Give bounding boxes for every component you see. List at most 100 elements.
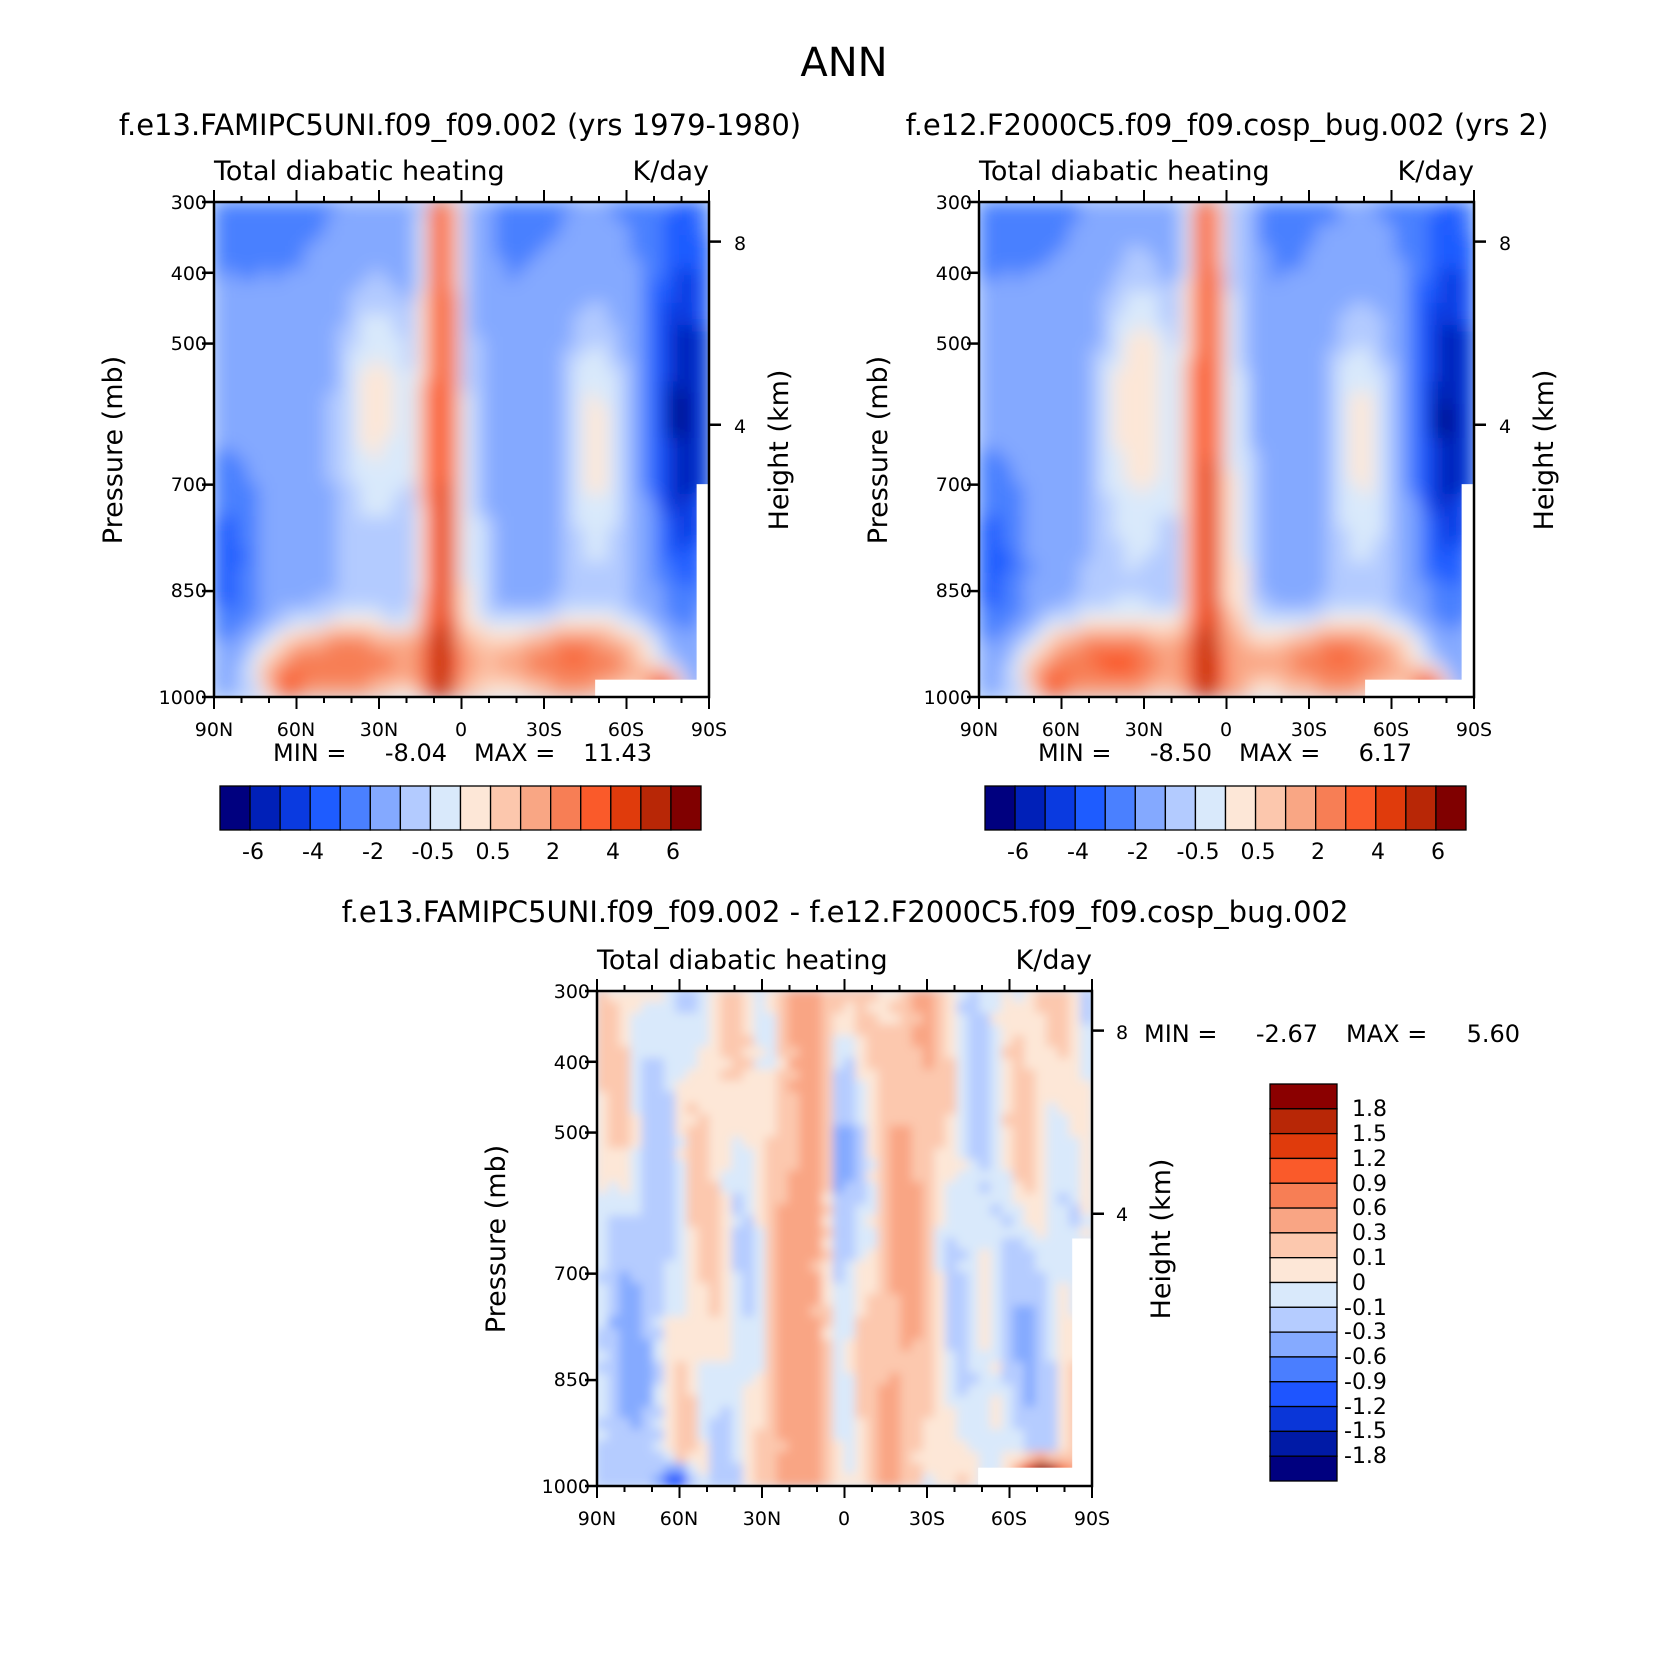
field-cell xyxy=(348,482,361,495)
field-cell xyxy=(371,347,384,360)
field-cell xyxy=(1192,347,1205,360)
field-cell xyxy=(652,1148,665,1161)
field-cell xyxy=(1001,336,1014,349)
field-cell xyxy=(1338,280,1351,293)
field-cell xyxy=(1001,482,1014,495)
field-cell xyxy=(1169,212,1182,225)
field-cell xyxy=(674,606,687,619)
field-cell xyxy=(404,482,417,495)
field-cell xyxy=(314,505,327,518)
field-cell xyxy=(1439,359,1452,372)
field-cell xyxy=(1169,269,1182,282)
field-cell xyxy=(551,629,564,642)
field-cell xyxy=(979,1170,992,1183)
field-cell xyxy=(799,1001,812,1014)
field-cell xyxy=(1439,437,1452,450)
field-cell xyxy=(416,314,429,327)
field-cell xyxy=(979,606,991,619)
field-cell xyxy=(1001,269,1014,282)
field-cell xyxy=(517,629,530,642)
field-cell xyxy=(1338,640,1351,653)
field-cell xyxy=(1259,539,1272,552)
field-cell xyxy=(314,224,327,237)
field-cell xyxy=(1181,685,1194,697)
field-cell xyxy=(1237,202,1250,214)
field-cell xyxy=(562,494,575,507)
field-cell xyxy=(1304,347,1317,360)
field-cell xyxy=(1192,606,1205,619)
field-cell xyxy=(1349,651,1362,664)
field-cell xyxy=(720,1024,733,1037)
field-cell xyxy=(584,606,597,619)
field-cell xyxy=(641,1013,654,1026)
field-cell xyxy=(686,246,699,259)
field-cell xyxy=(258,606,271,619)
field-cell xyxy=(438,257,451,270)
field-cell xyxy=(337,392,350,405)
field-cell xyxy=(866,1091,879,1104)
field-cell xyxy=(900,1193,913,1206)
field-cell xyxy=(1237,482,1250,495)
field-cell xyxy=(359,651,372,664)
field-cell xyxy=(1079,302,1092,315)
field-cell xyxy=(1214,280,1227,293)
field-cell xyxy=(1372,539,1385,552)
field-cell xyxy=(1113,325,1126,338)
field-cell xyxy=(1068,426,1081,439)
field-cell xyxy=(404,280,417,293)
field-cell xyxy=(855,1013,868,1026)
field-cell xyxy=(1079,494,1092,507)
field-cell xyxy=(1361,224,1374,237)
field-cell xyxy=(1226,302,1239,315)
field-cell xyxy=(562,257,575,270)
field-cell xyxy=(799,1024,812,1037)
field-cell xyxy=(506,235,519,248)
field-cell xyxy=(214,280,226,293)
field-cell xyxy=(1102,449,1115,462)
field-cell xyxy=(1057,280,1070,293)
field-cell xyxy=(686,404,699,417)
field-cell xyxy=(303,404,316,417)
field-cell xyxy=(224,471,237,484)
field-cell xyxy=(303,471,316,484)
field-cell xyxy=(607,1148,620,1161)
field-cell xyxy=(900,1024,913,1037)
field-cell xyxy=(674,212,687,225)
field-cell xyxy=(956,991,969,1003)
field-cell xyxy=(1001,280,1014,293)
field-cell xyxy=(765,1181,778,1194)
field-cell xyxy=(641,1204,654,1217)
field-cell xyxy=(1361,584,1374,597)
field-cell xyxy=(371,584,384,597)
field-cell xyxy=(1349,516,1362,529)
field-cell xyxy=(596,280,609,293)
field-cell xyxy=(1259,404,1272,417)
field-cell xyxy=(1282,482,1295,495)
field-cell xyxy=(1316,370,1329,383)
field-cell xyxy=(1012,1148,1025,1161)
field-cell xyxy=(1080,1058,1092,1071)
field-cell xyxy=(214,325,226,338)
field-cell xyxy=(1226,505,1239,518)
field-cell xyxy=(911,1103,924,1116)
field-cell xyxy=(1394,291,1407,304)
field-cell xyxy=(551,606,564,619)
field-cell xyxy=(629,606,642,619)
field-cell xyxy=(900,1204,913,1217)
field-cell xyxy=(967,1046,980,1059)
field-cell xyxy=(675,1069,688,1082)
field-cell xyxy=(404,246,417,259)
field-cell xyxy=(1079,325,1092,338)
field-cell xyxy=(562,662,575,675)
field-cell xyxy=(1001,606,1014,619)
field-cell xyxy=(1091,595,1104,608)
field-cell xyxy=(720,1103,733,1116)
field-cell xyxy=(348,426,361,439)
field-cell xyxy=(303,539,316,552)
field-cell xyxy=(619,991,632,1003)
field-cell xyxy=(236,359,249,372)
field-cell xyxy=(1136,314,1149,327)
field-cell xyxy=(303,606,316,619)
field-cell xyxy=(697,1069,710,1082)
field-cell xyxy=(528,370,541,383)
